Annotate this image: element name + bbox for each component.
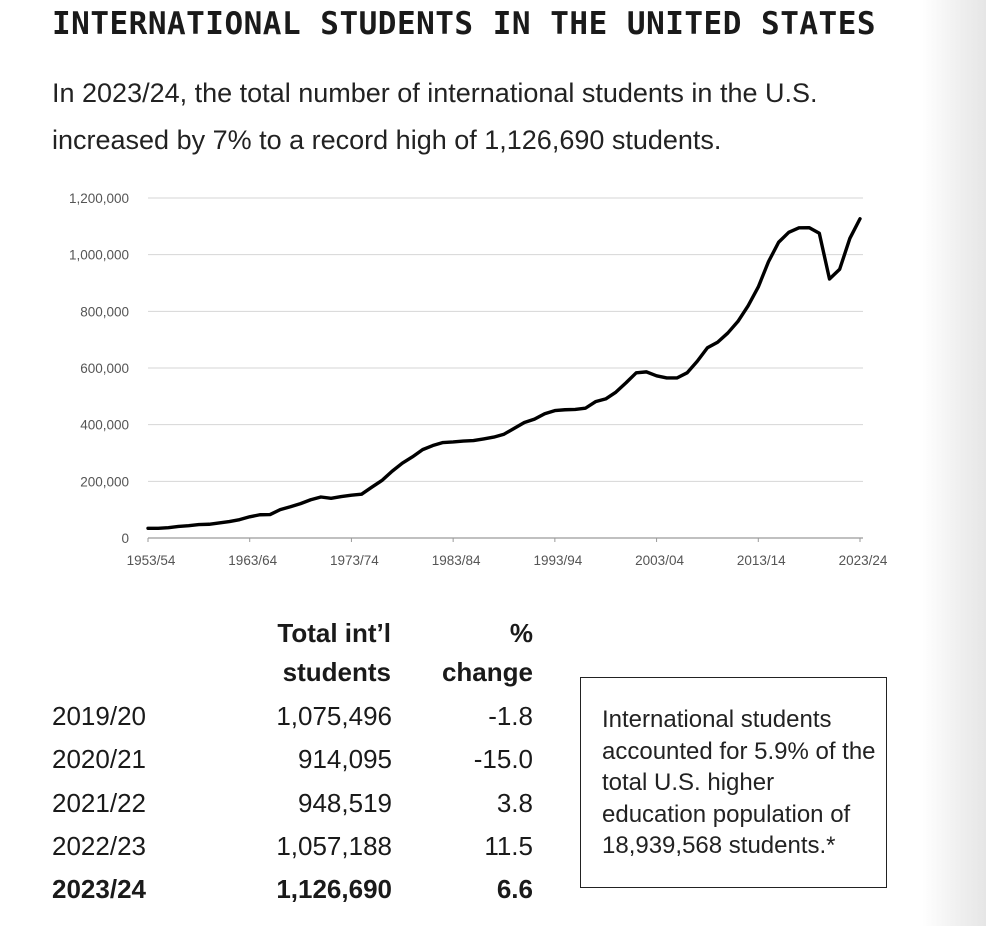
table-row: 2021/22 948,519 3.8 xyxy=(52,788,552,828)
y-tick-label: 200,000 xyxy=(80,474,129,489)
series-line xyxy=(146,217,862,530)
row-pct-change: 11.5 xyxy=(484,831,533,861)
chart-series xyxy=(146,217,862,530)
y-tick-label: 800,000 xyxy=(80,304,129,319)
row-pct-change: -15.0 xyxy=(473,744,533,774)
x-tick-label: 2013/14 xyxy=(737,553,786,568)
table-row: 2020/21 914,095 -15.0 xyxy=(52,744,552,784)
x-tick-label: 1993/94 xyxy=(533,553,582,568)
row-total: 1,057,188 xyxy=(276,831,392,861)
y-tick-label: 1,200,000 xyxy=(69,191,129,206)
table-row-current-year: 2023/24 1,126,690 6.6 xyxy=(52,874,552,914)
population-note-box: International students accounted for 5.9… xyxy=(580,677,887,888)
pct-header-line1: % xyxy=(509,618,533,648)
y-tick-label: 400,000 xyxy=(80,418,129,433)
row-year: 2022/23 xyxy=(52,831,146,861)
row-year: 2019/20 xyxy=(52,701,146,731)
row-year: 2023/24 xyxy=(52,874,146,904)
row-year: 2021/22 xyxy=(52,788,146,818)
y-tick-label: 600,000 xyxy=(80,361,129,376)
total-header-line1: Total int’l xyxy=(277,618,391,648)
page-subtitle: In 2023/24, the total number of internat… xyxy=(52,78,818,155)
x-axis-ticks: 1953/54 1963/64 1973/74 1983/84 1993/94 2003/… xyxy=(127,538,888,568)
row-total: 1,126,690 xyxy=(276,874,392,904)
x-tick-label: 1963/64 xyxy=(228,553,277,568)
row-total: 1,075,496 xyxy=(276,701,392,731)
table-row: 2019/20 1,075,496 -1.8 xyxy=(52,701,552,741)
y-tick-label: 0 xyxy=(121,531,129,546)
page-edge-shadow xyxy=(922,0,986,926)
line-chart: 0 200,000 400,000 600,000 800,000 1,000,000 1,… xyxy=(69,191,888,568)
total-header-line2: students xyxy=(282,657,391,687)
x-tick-label: 2003/04 xyxy=(635,553,684,568)
x-tick-label: 1973/74 xyxy=(330,553,379,568)
row-pct-change: -1.8 xyxy=(488,701,533,731)
table-row: 2022/23 1,057,188 11.5 xyxy=(52,831,552,871)
pct-header-line2: change xyxy=(441,657,533,687)
total-column-header: Total int’l students xyxy=(260,614,391,692)
row-total: 948,519 xyxy=(298,788,392,818)
chart-gridlines xyxy=(148,197,863,539)
y-tick-label: 1,000,000 xyxy=(69,248,129,263)
x-tick-label: 1953/54 xyxy=(127,553,176,568)
page-title: INTERNATIONAL STUDENTS IN THE UNITED STA… xyxy=(52,6,877,42)
pct-column-header: % change xyxy=(433,614,533,692)
row-pct-change: 6.6 xyxy=(496,874,533,904)
x-tick-label: 2023/24 xyxy=(839,553,888,568)
row-pct-change: 3.8 xyxy=(496,788,533,818)
row-year: 2020/21 xyxy=(52,744,146,774)
row-total: 914,095 xyxy=(298,744,392,774)
y-axis-ticks: 0 200,000 400,000 600,000 800,000 1,000,000 1,… xyxy=(69,191,129,546)
x-tick-label: 1983/84 xyxy=(432,553,481,568)
